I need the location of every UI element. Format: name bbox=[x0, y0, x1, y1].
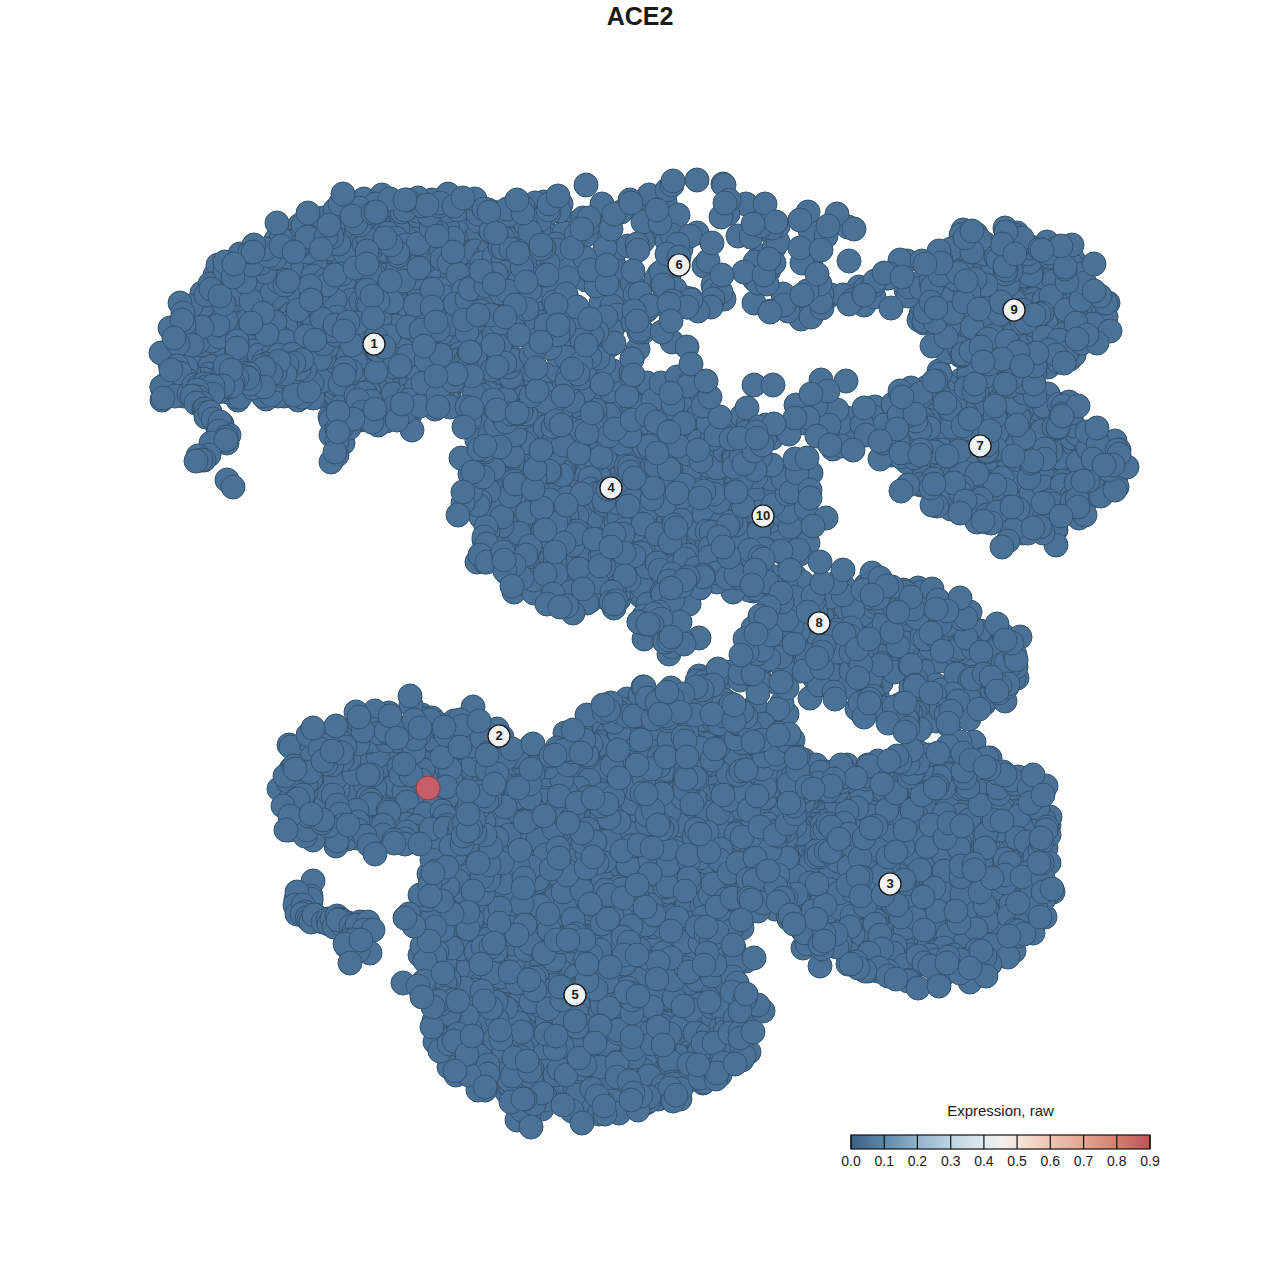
svg-text:5: 5 bbox=[571, 987, 578, 1002]
svg-text:0.2: 0.2 bbox=[908, 1153, 928, 1169]
svg-text:9: 9 bbox=[1010, 302, 1017, 317]
svg-text:0.6: 0.6 bbox=[1041, 1153, 1061, 1169]
svg-text:0.3: 0.3 bbox=[941, 1153, 961, 1169]
svg-text:0.5: 0.5 bbox=[1007, 1153, 1027, 1169]
svg-text:0.0: 0.0 bbox=[841, 1153, 861, 1169]
svg-text:8: 8 bbox=[815, 615, 822, 630]
svg-text:6: 6 bbox=[675, 257, 682, 272]
svg-text:4: 4 bbox=[607, 480, 615, 495]
svg-text:10: 10 bbox=[756, 508, 770, 523]
svg-text:3: 3 bbox=[886, 876, 893, 891]
svg-text:Expression, raw: Expression, raw bbox=[947, 1102, 1054, 1119]
svg-text:0.7: 0.7 bbox=[1074, 1153, 1094, 1169]
svg-text:2: 2 bbox=[495, 728, 502, 743]
svg-text:7: 7 bbox=[976, 438, 983, 453]
svg-text:1: 1 bbox=[370, 336, 377, 351]
svg-text:0.1: 0.1 bbox=[874, 1153, 894, 1169]
svg-text:0.9: 0.9 bbox=[1140, 1153, 1160, 1169]
svg-text:0.4: 0.4 bbox=[974, 1153, 994, 1169]
svg-text:0.8: 0.8 bbox=[1107, 1153, 1127, 1169]
